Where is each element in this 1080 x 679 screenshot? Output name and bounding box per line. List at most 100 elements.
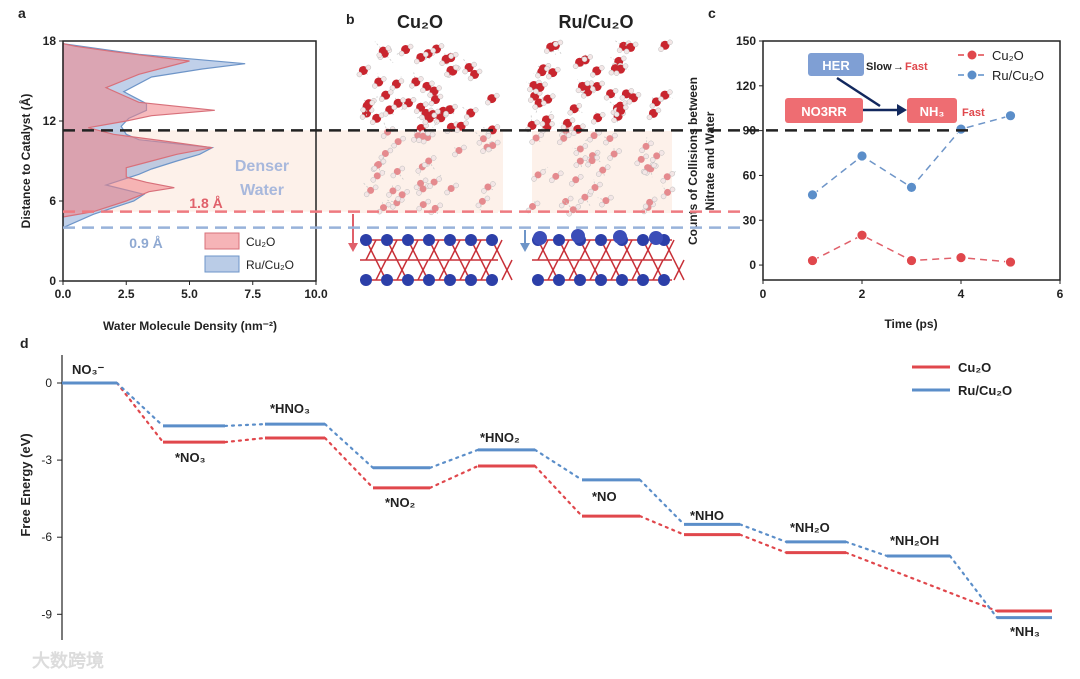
hydrogen-atom: [572, 63, 579, 70]
hydrogen-atom: [595, 171, 602, 177]
y-tick-label: -6: [41, 530, 52, 544]
copper-atom: [360, 234, 372, 246]
oxygen-atom: [534, 171, 542, 179]
hydrogen-atom: [607, 155, 613, 161]
x-tick-label: 10.0: [304, 287, 328, 301]
lattice-bond: [438, 259, 450, 281]
hydrogen-atom: [613, 70, 620, 76]
hydrogen-atom: [542, 81, 548, 88]
hydrogen-atom: [371, 165, 378, 172]
hydrogen-atom: [669, 171, 675, 177]
x-tick-label: 7.5: [244, 287, 261, 301]
y-tick-label: 12: [43, 114, 57, 128]
hydrogen-atom: [430, 155, 437, 161]
hydrogen-atom: [594, 154, 600, 161]
x-tick-label: 0: [760, 287, 767, 301]
hydrogen-atom: [476, 68, 483, 75]
hydrogen-atom: [437, 93, 444, 100]
hydrogen-atom: [623, 48, 630, 55]
hydrogen-atom: [437, 202, 443, 209]
hydrogen-atom: [475, 202, 482, 209]
copper-atom: [595, 274, 607, 286]
hydrogen-atom: [369, 100, 375, 106]
hydrogen-atom: [565, 132, 572, 139]
hydrogen-atom: [580, 93, 587, 99]
hydrogen-atom: [599, 111, 606, 118]
overlay-lines: [63, 129, 975, 229]
legend-label-ru-cu2o: Ru/Cu₂O: [958, 383, 1012, 398]
hydrogen-atom: [379, 170, 386, 176]
hydrogen-atom: [608, 69, 615, 76]
hydrogen-atom: [390, 172, 397, 179]
hydrogen-atom: [642, 203, 649, 210]
hydrogen-atom: [416, 137, 422, 144]
copper-atom: [444, 234, 456, 246]
hydrogen-atom: [372, 184, 379, 191]
copper-atom: [616, 274, 628, 286]
hydrogen-atom: [529, 139, 535, 145]
oxygen-atom: [431, 204, 439, 212]
y-tick-label: 18: [43, 34, 57, 48]
hydrogen-atom: [635, 92, 642, 98]
copper-atom: [381, 234, 393, 246]
hydrogen-atom: [398, 78, 405, 84]
watermark: 大数跨境: [32, 650, 104, 671]
connector-ru-cu2o: [223, 423, 267, 428]
data-point-ru-cu2o: [906, 181, 917, 193]
lattice-bond: [428, 239, 440, 261]
hydrogen-atom: [599, 201, 605, 208]
hydrogen-atom: [612, 132, 618, 139]
hydrogen-atom: [485, 146, 492, 153]
hydrogen-atom: [422, 177, 429, 184]
copper-atom: [465, 234, 477, 246]
connector-ru-cu2o: [428, 448, 480, 469]
connector-cu2o: [638, 515, 686, 536]
hydrogen-atom: [382, 111, 389, 117]
oxygen-atom: [419, 185, 427, 193]
hydrogen-atom: [398, 50, 405, 57]
hydrogen-atom: [539, 121, 546, 127]
hydrogen-atom: [400, 97, 406, 103]
copper-atom: [595, 234, 607, 246]
y-tick-label: -9: [41, 607, 52, 621]
arrow-head-ru: [520, 243, 530, 252]
hydrogen-atom: [444, 71, 450, 78]
data-point-cu2o: [856, 229, 868, 241]
nh3-box: [907, 98, 957, 123]
hydrogen-atom: [494, 124, 501, 130]
annotation-gap-cu2o: 1.8 Å: [189, 195, 222, 211]
oxygen-atom: [381, 149, 389, 157]
hydrogen-atom: [429, 131, 436, 138]
hydrogen-atom: [613, 111, 620, 118]
ruthenium-atom: [613, 230, 627, 244]
data-point-cu2o: [807, 255, 818, 266]
hydrogen-atom: [541, 100, 547, 106]
hydrogen-atom: [540, 169, 546, 175]
oxygen-atom: [581, 193, 589, 201]
hydrogen-atom: [400, 135, 406, 142]
oxygen-atom: [663, 173, 671, 181]
lattice-bond: [407, 239, 419, 261]
copper-atom: [486, 274, 498, 286]
hydrogen-atom: [453, 182, 459, 189]
hydrogen-atom: [643, 153, 649, 160]
hydrogen-atom: [603, 94, 610, 101]
hydrogen-atom: [439, 60, 445, 66]
lattice-bond: [579, 239, 591, 261]
oxygen-atom: [389, 187, 397, 195]
hydrogen-atom: [448, 53, 454, 59]
hydrogen-atom: [534, 200, 541, 207]
oxygen-atom: [414, 132, 422, 140]
hydrogen-atom: [669, 186, 676, 193]
hydrogen-atom: [533, 88, 539, 95]
legend-label-cu2o: Cu₂O: [246, 235, 275, 249]
hydrogen-atom: [568, 181, 575, 187]
lattice-bond: [386, 239, 398, 261]
oxygen-atom: [374, 160, 382, 168]
panel-d-free-energy-chart: 0 -3 -6 -9 Free Energy (eV) Cu₂O Ru/Cu₂O NO₃⁻ *N…: [18, 335, 1052, 671]
copper-atom: [637, 274, 649, 286]
hydrogen-atom: [463, 120, 469, 126]
hydrogen-atom: [363, 191, 370, 198]
connector-ru-cu2o: [323, 423, 375, 469]
